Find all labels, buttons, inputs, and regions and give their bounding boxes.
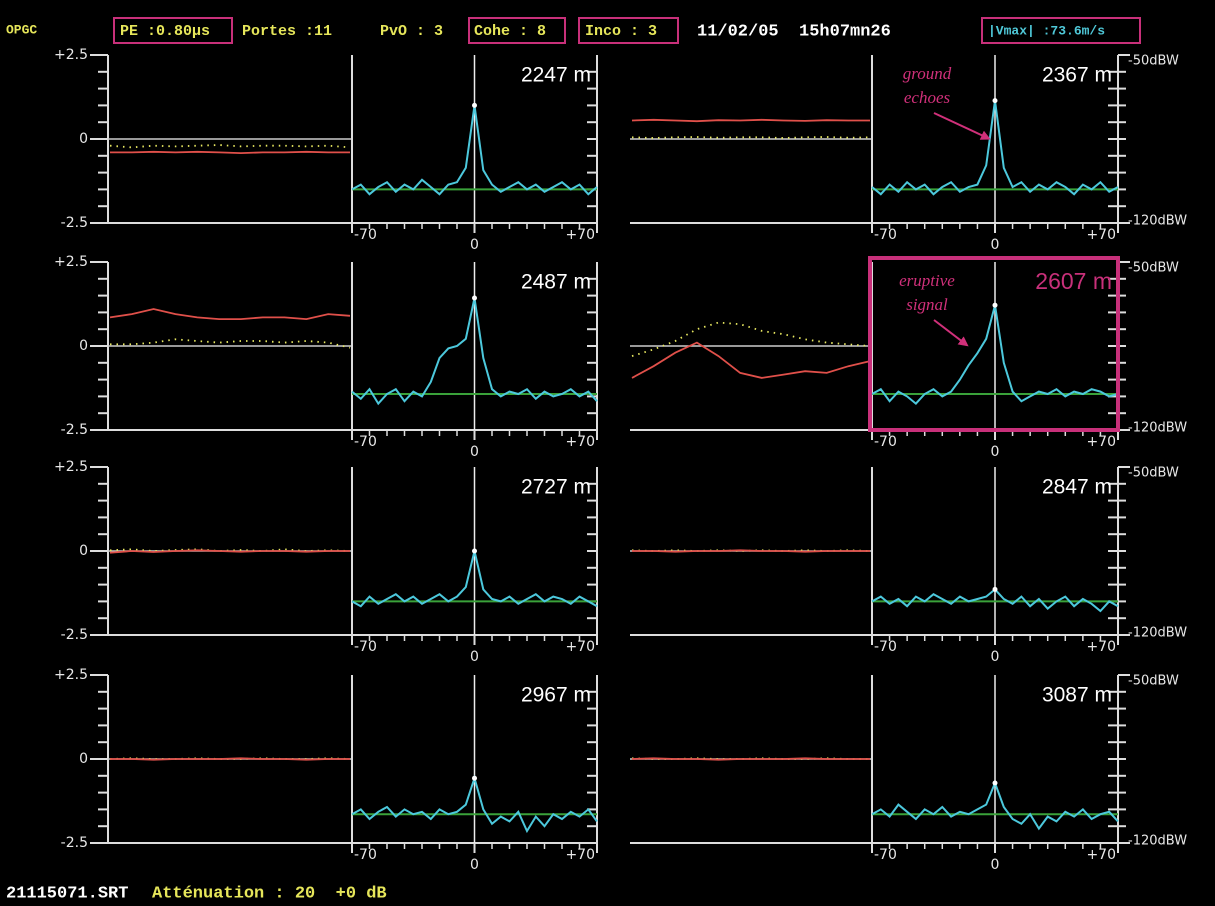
range-label: 2727 m [521,476,591,499]
portes-label: Portes :11 [242,23,332,40]
range-label: 2847 m [1042,476,1112,499]
x-tick-label: +70 [1086,434,1116,450]
x-tick-label: +70 [565,847,595,863]
peak-dot [992,98,998,104]
yellow-trace [631,136,871,139]
y2-tick-label: -50dBW [1128,466,1179,481]
x-tick-label: -70 [874,639,897,655]
y2-tick-label: -120dBW [1128,214,1187,229]
y-tick-label: 0 [79,338,88,354]
x-tick-label: 0 [470,649,479,665]
x-tick-label: 0 [991,237,1000,253]
yellow-trace [110,338,351,349]
x-tick-label: -70 [354,227,377,243]
peak-dot [992,586,998,592]
y-tick-label: -2.5 [61,627,88,643]
yellow-trace [109,144,351,149]
y2-tick-label: -120dBW [1128,834,1187,849]
x-tick-label: +70 [565,639,595,655]
y2-tick-label: -50dBW [1128,261,1179,276]
range-label: 2967 m [521,684,591,707]
x-tick-label: -70 [354,434,377,450]
x-tick-label: 0 [470,444,479,460]
x-tick-label: -70 [354,847,377,863]
lab-label: OPGC [6,22,37,37]
red-trace [631,118,870,123]
pe-label: PE :0.80µs [120,23,210,40]
y2-tick-label: -50dBW [1128,674,1179,689]
x-tick-label: -70 [354,639,377,655]
red-trace [109,308,351,321]
x-tick-label: 0 [991,649,1000,665]
box [113,17,233,44]
red-trace [110,150,350,155]
inco-label: Inco : 3 [585,23,657,40]
y-tick-label: -2.5 [61,215,88,231]
y-tick-label: 0 [79,751,88,767]
annotation: echoes [904,88,951,107]
annotation-arrow [933,112,991,140]
x-tick-label: 0 [991,444,1000,460]
box [981,17,1141,44]
vmax-label: |Vmax| :73.6m/s [988,23,1105,38]
highlight-box [868,256,1120,432]
range-label: 2607 m [1035,268,1112,294]
yellow-trace [631,549,871,552]
box [468,17,566,44]
x-tick-label: +70 [1086,639,1116,655]
annotation: ground [903,64,952,83]
annotation: eruptive [899,271,955,290]
yellow-trace [109,548,351,552]
annotation: signal [906,295,948,314]
x-tick-label: 0 [470,857,479,873]
file-name: 21115071.SRT [6,884,128,903]
y-tick-label: 0 [79,543,88,559]
y2-tick-label: -50dBW [1128,54,1179,69]
x-tick-label: +70 [565,434,595,450]
x-tick-label: 0 [991,857,1000,873]
x-tick-label: -70 [874,847,897,863]
peak-dot [472,775,477,781]
red-trace [109,549,350,554]
x-tick-label: -70 [874,434,897,450]
cohe-label: Cohe : 8 [474,23,546,40]
peak-dot [472,548,477,554]
peak-dot [472,295,477,301]
range-label: 2247 m [521,64,591,87]
y-tick-label: +2.5 [54,667,88,683]
range-label: 3087 m [1042,684,1112,707]
x-tick-label: +70 [1086,847,1116,863]
red-trace [631,757,870,761]
y-tick-label: +2.5 [54,47,88,63]
red-trace [631,341,871,379]
pvo-label: PvO : 3 [380,23,443,40]
datetime: 11/02/05 15h07mn26 [697,22,891,41]
x-tick-label: +70 [1086,227,1116,243]
x-tick-label: +70 [565,227,595,243]
y-tick-label: -2.5 [61,422,88,438]
y2-tick-label: -120dBW [1128,421,1187,436]
y-tick-label: +2.5 [54,459,88,475]
range-label: 2487 m [521,271,591,294]
box [578,17,679,44]
x-tick-label: -70 [874,227,897,243]
red-trace [632,549,870,553]
peak-dot [992,780,998,786]
red-trace [110,757,350,761]
peak-dot [472,102,477,108]
y-tick-label: +2.5 [54,254,88,270]
peak-dot [992,302,998,308]
y-tick-label: -2.5 [61,835,88,851]
attenuation: Atténuation : 20 +0 dB [152,884,387,903]
range-label: 2367 m [1042,64,1112,87]
y2-tick-label: -120dBW [1128,626,1187,641]
annotation-arrow [933,319,969,347]
x-tick-label: 0 [470,237,479,253]
y-tick-label: 0 [79,131,88,147]
